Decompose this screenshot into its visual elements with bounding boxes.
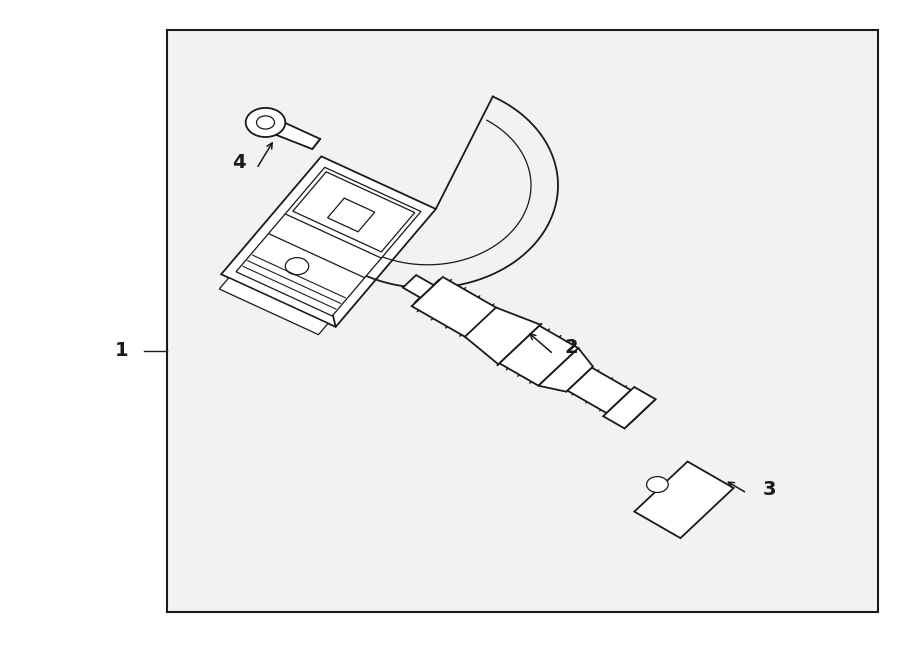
- Polygon shape: [403, 275, 434, 298]
- Polygon shape: [260, 116, 320, 149]
- Polygon shape: [568, 367, 631, 413]
- Circle shape: [246, 108, 285, 137]
- Polygon shape: [634, 461, 734, 538]
- Polygon shape: [538, 348, 593, 392]
- Text: 3: 3: [763, 481, 776, 499]
- Polygon shape: [328, 198, 374, 232]
- Circle shape: [646, 477, 668, 493]
- Polygon shape: [220, 278, 328, 334]
- Circle shape: [256, 116, 274, 129]
- Polygon shape: [221, 156, 436, 327]
- Polygon shape: [411, 277, 500, 339]
- Polygon shape: [236, 167, 421, 316]
- Text: 2: 2: [564, 338, 579, 357]
- Polygon shape: [603, 387, 655, 428]
- Polygon shape: [292, 172, 415, 252]
- Text: 4: 4: [231, 153, 246, 171]
- Text: 1: 1: [114, 342, 129, 360]
- Bar: [166, 30, 878, 612]
- Polygon shape: [500, 326, 579, 386]
- Polygon shape: [465, 308, 541, 364]
